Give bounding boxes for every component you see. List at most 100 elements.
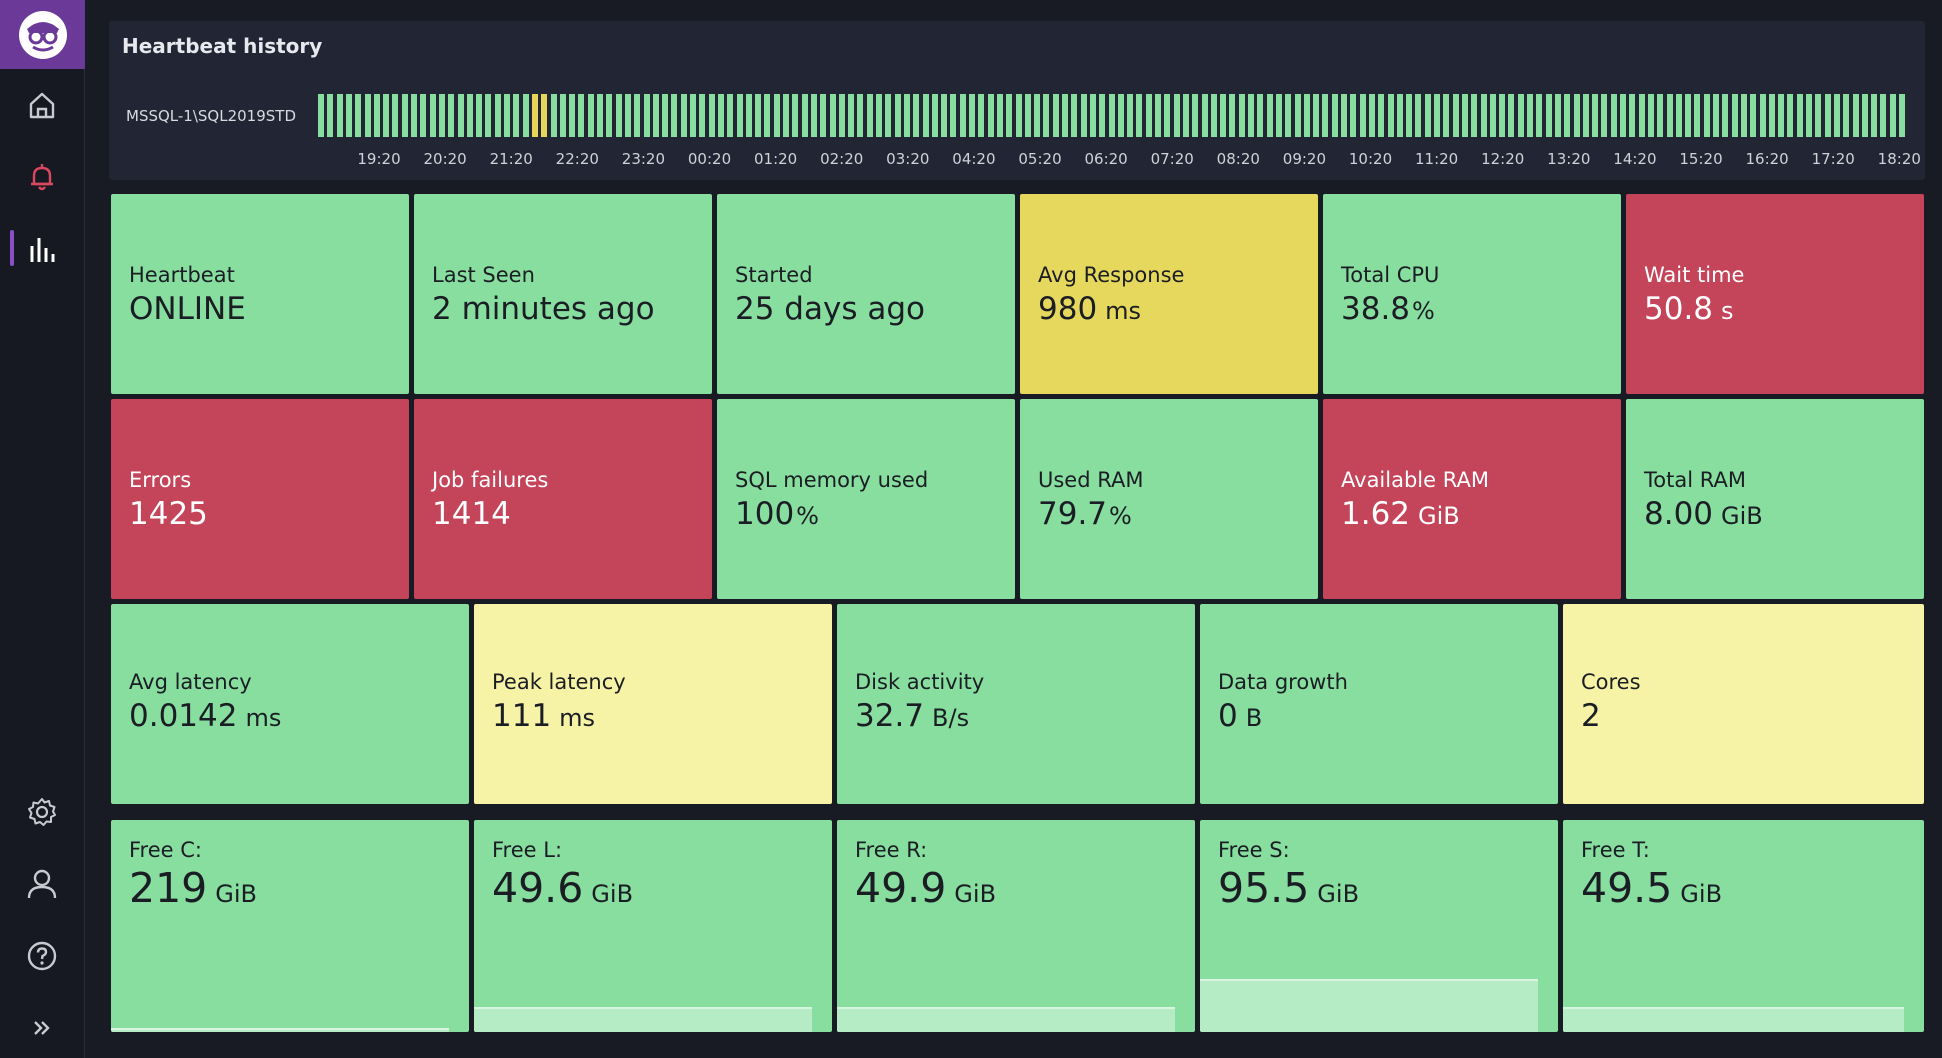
heartbeat-bar[interactable]: [894, 94, 901, 137]
heartbeat-bar[interactable]: [336, 94, 343, 137]
heartbeat-bar[interactable]: [1880, 94, 1887, 137]
heartbeat-bar[interactable]: [1685, 94, 1692, 137]
heartbeat-bar[interactable]: [792, 94, 799, 137]
heartbeat-bar[interactable]: [327, 94, 334, 137]
heartbeat-bar[interactable]: [1666, 94, 1673, 137]
heartbeat-bar[interactable]: [699, 94, 706, 137]
heartbeat-bar[interactable]: [1740, 94, 1747, 137]
heartbeat-bar[interactable]: [1303, 94, 1310, 137]
tile-disk-activity[interactable]: Disk activity 32.7 B/s: [837, 604, 1195, 804]
heartbeat-bar[interactable]: [1871, 94, 1878, 137]
heartbeat-bar[interactable]: [736, 94, 743, 137]
heartbeat-bar[interactable]: [1638, 94, 1645, 137]
heartbeat-bar[interactable]: [364, 94, 371, 137]
tile-heartbeat[interactable]: Heartbeat ONLINE: [111, 194, 409, 394]
heartbeat-bar[interactable]: [1052, 94, 1059, 137]
heartbeat-bar[interactable]: [1294, 94, 1301, 137]
heartbeat-bar[interactable]: [504, 94, 510, 137]
heartbeat-bar[interactable]: [1062, 94, 1068, 137]
heartbeat-bar[interactable]: [810, 94, 817, 137]
tile-total-ram[interactable]: Total RAM 8.00 GiB: [1626, 399, 1924, 599]
heartbeat-bar[interactable]: [652, 94, 659, 137]
heartbeat-bar[interactable]: [1341, 94, 1347, 137]
heartbeat-bar[interactable]: [1545, 94, 1552, 137]
heartbeat-bar[interactable]: [848, 94, 855, 137]
heartbeat-bar[interactable]: [1694, 94, 1701, 137]
heartbeat-bar[interactable]: [745, 94, 752, 137]
heartbeat-bar[interactable]: [1164, 94, 1171, 137]
heartbeat-bar[interactable]: [801, 94, 808, 137]
heartbeat-bar[interactable]: [1313, 94, 1320, 137]
heartbeat-bar[interactable]: [1238, 94, 1245, 137]
heartbeat-bar[interactable]: [531, 94, 538, 137]
heartbeat-bar[interactable]: [1396, 94, 1403, 137]
heartbeat-bar[interactable]: [1592, 94, 1599, 137]
heartbeat-bar[interactable]: [634, 94, 641, 137]
heartbeat-bar[interactable]: [420, 94, 427, 137]
heartbeat-bar[interactable]: [1201, 94, 1208, 137]
heartbeat-bar[interactable]: [1722, 94, 1729, 137]
heartbeat-bar[interactable]: [466, 94, 473, 137]
heartbeat-bar[interactable]: [1108, 94, 1115, 137]
heartbeat-bar[interactable]: [1499, 94, 1506, 137]
heartbeat-bar[interactable]: [513, 94, 520, 137]
tile-avg-response[interactable]: Avg Response 980 ms: [1020, 194, 1318, 394]
heartbeat-bar[interactable]: [615, 94, 622, 137]
heartbeat-bar[interactable]: [1489, 94, 1496, 137]
heartbeat-bar[interactable]: [1322, 94, 1329, 137]
heartbeat-bar[interactable]: [578, 94, 585, 137]
heartbeat-bar[interactable]: [541, 94, 548, 137]
heartbeat-bar[interactable]: [1099, 94, 1106, 137]
heartbeat-bar[interactable]: [373, 94, 380, 137]
heartbeat-bar[interactable]: [783, 94, 789, 137]
heartbeat-bar[interactable]: [1331, 94, 1338, 137]
heartbeat-bar[interactable]: [1117, 94, 1124, 137]
tile-wait-time[interactable]: Wait time 50.8 s: [1626, 194, 1924, 394]
heartbeat-bar[interactable]: [606, 94, 613, 137]
heartbeat-bar[interactable]: [1434, 94, 1440, 137]
heartbeat-bar[interactable]: [1145, 94, 1152, 137]
heartbeat-bar[interactable]: [1620, 94, 1626, 137]
nav-metrics[interactable]: [22, 229, 62, 269]
heartbeat-bar[interactable]: [1517, 94, 1524, 137]
heartbeat-bar[interactable]: [1192, 94, 1199, 137]
heartbeat-bar[interactable]: [429, 94, 436, 137]
nav-help[interactable]: [22, 936, 62, 976]
heartbeat-bar[interactable]: [1768, 94, 1775, 137]
heartbeat-bar[interactable]: [662, 94, 669, 137]
heartbeat-bar[interactable]: [1220, 94, 1227, 137]
heartbeat-bar[interactable]: [624, 94, 631, 137]
tile-job-failures[interactable]: Job failures 1414: [414, 399, 712, 599]
heartbeat-bar[interactable]: [1080, 94, 1087, 137]
heartbeat-bar[interactable]: [857, 94, 864, 137]
heartbeat-bar[interactable]: [1629, 94, 1636, 137]
heartbeat-bar[interactable]: [1089, 94, 1096, 137]
heartbeat-bar[interactable]: [1182, 94, 1189, 137]
heartbeat-bar[interactable]: [717, 94, 724, 137]
heartbeat-bar[interactable]: [1248, 94, 1254, 137]
heartbeat-bar[interactable]: [931, 94, 938, 137]
heartbeat-bar[interactable]: [941, 94, 948, 137]
heartbeat-bar[interactable]: [494, 94, 501, 137]
tile-used-ram[interactable]: Used RAM 79.7%: [1020, 399, 1318, 599]
tile-errors[interactable]: Errors 1425: [111, 399, 409, 599]
heartbeat-bar[interactable]: [559, 94, 566, 137]
heartbeat-bar[interactable]: [987, 94, 994, 137]
logo[interactable]: [0, 0, 85, 69]
heartbeat-bar[interactable]: [1127, 94, 1134, 137]
heartbeat-bar[interactable]: [318, 94, 324, 137]
tile-cores[interactable]: Cores 2: [1563, 604, 1924, 804]
heartbeat-bar[interactable]: [1024, 94, 1031, 137]
heartbeat-bar[interactable]: [1359, 94, 1366, 137]
heartbeat-bar[interactable]: [1852, 94, 1859, 137]
tile-free-t[interactable]: Free T: 49.5 GiB: [1563, 820, 1924, 1032]
heartbeat-bar[interactable]: [476, 94, 483, 137]
heartbeat-bar[interactable]: [448, 94, 455, 137]
heartbeat-bar[interactable]: [355, 94, 362, 137]
heartbeat-bar[interactable]: [1610, 94, 1617, 137]
heartbeat-bar[interactable]: [773, 94, 780, 137]
heartbeat-bar[interactable]: [755, 94, 762, 137]
heartbeat-bar[interactable]: [1703, 94, 1710, 137]
heartbeat-bar[interactable]: [1843, 94, 1850, 137]
tile-sql-memory-used[interactable]: SQL memory used 100%: [717, 399, 1015, 599]
